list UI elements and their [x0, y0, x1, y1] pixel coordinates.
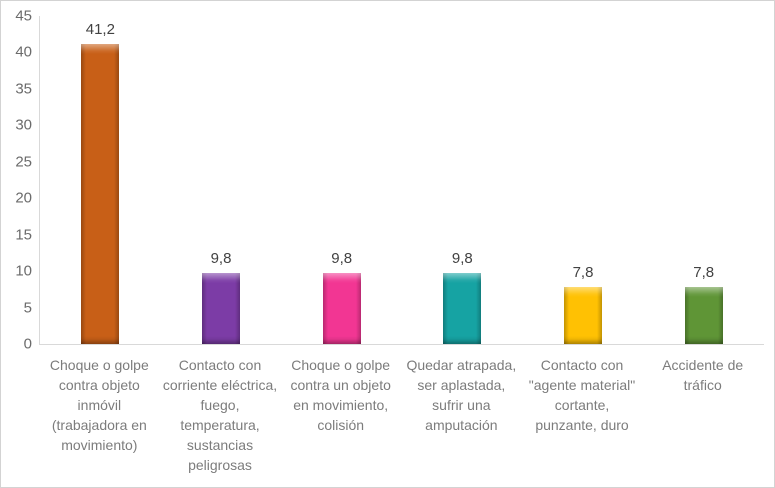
y-tick-label: 40: [15, 43, 32, 61]
bar-column: 7,8: [643, 16, 764, 344]
bar-3: [322, 272, 361, 344]
y-tick-label: 25: [15, 153, 32, 171]
y-tick-label: 10: [15, 262, 32, 280]
bar-value-label: 9,8: [331, 249, 353, 267]
y-tick-label: 0: [23, 335, 32, 353]
category-label: Contacto con corriente eléctrica, fuego,…: [162, 357, 278, 473]
bar-value-label: 7,8: [572, 264, 594, 282]
bar-value-label: 41,2: [85, 20, 115, 38]
category-label: Accidente de tráfico: [662, 357, 744, 393]
bar-2: [202, 272, 240, 344]
bar-5: [564, 287, 603, 344]
bar-value-label: 7,8: [693, 264, 715, 282]
bar-column: 9,8: [281, 16, 402, 344]
bar-column: 9,8: [402, 16, 523, 344]
y-tick-label: 30: [15, 116, 32, 134]
y-tick-label: 15: [15, 226, 32, 244]
x-axis-labels: Choque o golpe contra objeto inmóvil (tr…: [39, 355, 763, 475]
bar-value-label: 9,8: [451, 249, 473, 267]
category-label: Contacto con "agente material" cortante,…: [528, 357, 636, 433]
bar-1: [81, 43, 120, 344]
y-tick-label: 20: [15, 189, 32, 207]
y-axis: 0 5 10 15 20 25 30 35 40 45: [1, 8, 32, 353]
y-tick-label: 45: [15, 7, 32, 25]
y-tick-label: 5: [23, 299, 32, 317]
category-label: Choque o golpe contra objeto inmóvil (tr…: [49, 357, 149, 453]
plot-area: 41,2 9,8 9,8 9,8 7,8 7,8: [39, 16, 764, 345]
y-tick-label: 35: [15, 80, 32, 98]
bar-column: 41,2: [40, 16, 161, 344]
bar-6: [684, 287, 723, 344]
category-label: Quedar atrapada, ser aplastada, sufrir u…: [406, 357, 517, 433]
bar-column: 9,8: [161, 16, 282, 344]
category-label: Choque o golpe contra un objeto en movim…: [290, 357, 391, 433]
bar-value-label: 9,8: [210, 249, 232, 267]
bar-column: 7,8: [523, 16, 644, 344]
bar-4: [443, 272, 482, 344]
